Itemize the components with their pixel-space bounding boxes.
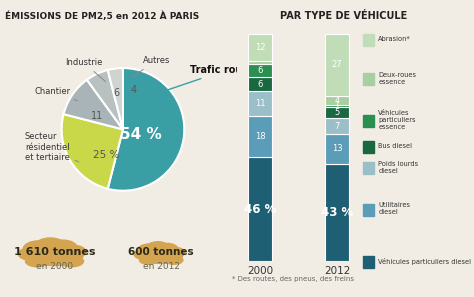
- Text: 43 %: 43 %: [321, 206, 353, 219]
- Text: Poids lourds
diesel: Poids lourds diesel: [378, 161, 419, 174]
- Text: en 2012: en 2012: [143, 262, 180, 271]
- Bar: [248, 78, 273, 91]
- Bar: [325, 105, 349, 107]
- Ellipse shape: [139, 256, 157, 264]
- Text: Utilitaires
diesel: Utilitaires diesel: [378, 203, 410, 215]
- Text: 27: 27: [332, 60, 342, 69]
- Bar: [325, 134, 349, 164]
- Ellipse shape: [35, 238, 66, 255]
- Wedge shape: [62, 114, 123, 189]
- Ellipse shape: [23, 241, 55, 257]
- Text: 4: 4: [335, 96, 340, 105]
- Bar: [248, 64, 273, 78]
- Bar: [325, 164, 349, 261]
- Ellipse shape: [60, 256, 83, 267]
- Text: 6: 6: [114, 88, 120, 98]
- Bar: [363, 34, 374, 46]
- Text: 5: 5: [335, 108, 340, 117]
- Ellipse shape: [18, 248, 42, 260]
- Text: Autres: Autres: [131, 56, 170, 78]
- Text: 6: 6: [257, 66, 263, 75]
- Ellipse shape: [26, 245, 83, 266]
- Bar: [248, 157, 273, 261]
- Text: Véhicules
particuliers
essence: Véhicules particuliers essence: [378, 110, 416, 130]
- Text: 18: 18: [255, 132, 265, 141]
- Wedge shape: [108, 68, 123, 129]
- Text: 11: 11: [91, 111, 103, 121]
- Bar: [363, 256, 374, 268]
- Text: 25 %: 25 %: [92, 150, 119, 160]
- Ellipse shape: [137, 244, 161, 257]
- Text: PAR TYPE DE VÉHICULE: PAR TYPE DE VÉHICULE: [280, 11, 407, 21]
- Text: Deux-roues
essence: Deux-roues essence: [378, 72, 417, 85]
- Text: 11: 11: [255, 99, 265, 108]
- Text: Véhicules particuliers diesel: Véhicules particuliers diesel: [378, 258, 472, 265]
- Ellipse shape: [140, 247, 182, 263]
- Wedge shape: [64, 80, 123, 129]
- Text: 6: 6: [257, 80, 263, 89]
- Bar: [248, 116, 273, 157]
- Bar: [248, 91, 273, 116]
- Text: 600 tonnes: 600 tonnes: [128, 247, 194, 257]
- Bar: [363, 162, 374, 174]
- Bar: [325, 34, 349, 96]
- Ellipse shape: [165, 247, 185, 258]
- Text: ÉMISSIONS DE PM2,5 en 2012 À PARIS: ÉMISSIONS DE PM2,5 en 2012 À PARIS: [5, 12, 199, 21]
- Text: Secteur
résidentiel
et tertiaire: Secteur résidentiel et tertiaire: [25, 132, 79, 162]
- Text: en 2000: en 2000: [36, 262, 73, 271]
- Wedge shape: [108, 68, 184, 191]
- Text: Chantier: Chantier: [34, 87, 77, 101]
- Text: Industrie: Industrie: [64, 58, 106, 82]
- Bar: [363, 115, 374, 127]
- Bar: [325, 96, 349, 105]
- Bar: [363, 73, 374, 85]
- Text: 7: 7: [335, 122, 340, 131]
- Ellipse shape: [49, 240, 77, 256]
- Ellipse shape: [146, 242, 170, 255]
- Bar: [325, 107, 349, 118]
- Ellipse shape: [134, 249, 152, 259]
- Ellipse shape: [157, 244, 178, 256]
- Wedge shape: [87, 70, 123, 129]
- Text: 1: 1: [335, 101, 340, 110]
- Bar: [248, 34, 273, 61]
- Ellipse shape: [165, 256, 183, 264]
- Text: 12: 12: [255, 43, 265, 52]
- Ellipse shape: [26, 256, 49, 267]
- Bar: [248, 61, 273, 64]
- Text: 1 610 tonnes: 1 610 tonnes: [14, 247, 95, 257]
- Text: Bus diesel: Bus diesel: [378, 143, 412, 149]
- Bar: [363, 141, 374, 153]
- Ellipse shape: [60, 245, 86, 258]
- Bar: [363, 204, 374, 216]
- Bar: [325, 118, 349, 134]
- Text: Abrasion*: Abrasion*: [378, 36, 411, 42]
- Text: 46 %: 46 %: [244, 203, 276, 216]
- Text: Trafic routier: Trafic routier: [163, 65, 263, 92]
- Text: 13: 13: [332, 144, 342, 154]
- Text: 54 %: 54 %: [120, 127, 162, 142]
- Text: * Des routes, des pneus, des freins: * Des routes, des pneus, des freins: [232, 276, 354, 282]
- Text: 4: 4: [131, 85, 137, 94]
